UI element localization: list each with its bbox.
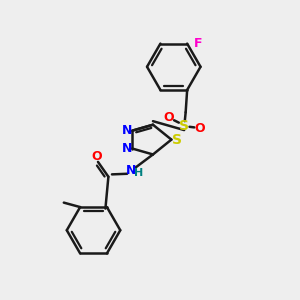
Text: S: S	[179, 118, 189, 133]
Text: N: N	[125, 164, 136, 177]
Text: S: S	[172, 133, 182, 147]
Text: F: F	[194, 37, 202, 50]
Text: O: O	[91, 150, 102, 163]
Text: N: N	[122, 124, 132, 137]
Text: O: O	[164, 111, 174, 124]
Text: O: O	[194, 122, 205, 135]
Text: H: H	[134, 168, 143, 178]
Text: N: N	[122, 142, 132, 155]
